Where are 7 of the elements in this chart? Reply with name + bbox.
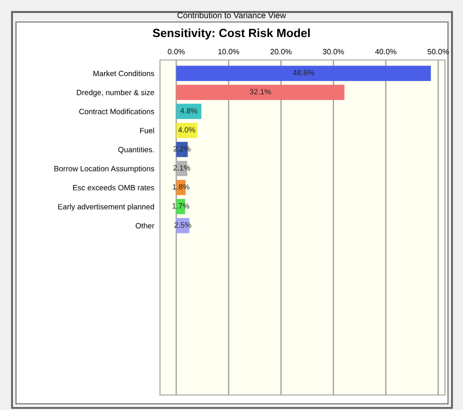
chart-title: Contribution to Variance View [177, 12, 286, 18]
bar [176, 122, 198, 138]
bar [176, 104, 202, 120]
bar [176, 84, 344, 100]
bar [176, 66, 431, 81]
chart-subtitle: Sensitivity: Cost Risk Model [152, 28, 310, 40]
bar [176, 218, 190, 234]
